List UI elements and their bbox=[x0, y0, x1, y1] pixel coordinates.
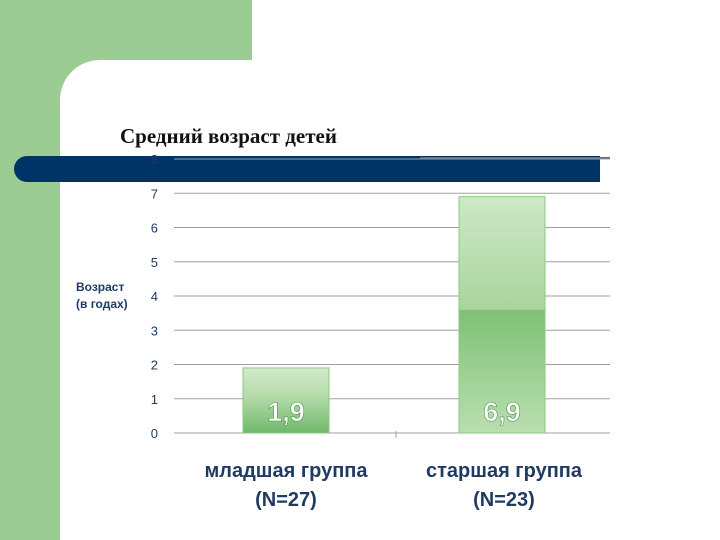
y-axis-label: Возраст (в годах) bbox=[76, 279, 128, 313]
labels-layer: 1,9 младшая группа (N=27) 6,9 старшая группа… bbox=[204, 397, 582, 511]
y-tick-label: 7 bbox=[151, 186, 158, 201]
y-tick-label: 8 bbox=[151, 152, 158, 167]
y-tick-label: 0 bbox=[151, 426, 158, 441]
bars-layer bbox=[242, 196, 546, 434]
y-axis-label-line-1: Возраст bbox=[76, 280, 125, 294]
bar bbox=[458, 196, 546, 434]
bar-value-label: 6,9 bbox=[483, 397, 521, 427]
x-category-label: (N=27) bbox=[255, 489, 317, 511]
bar-value-label: 1,9 bbox=[267, 397, 305, 427]
slide-title: Средний возраст детей bbox=[120, 124, 337, 148]
top-green-band bbox=[0, 0, 252, 60]
x-category-label: (N=23) bbox=[473, 489, 535, 511]
x-category-label: младшая группа bbox=[204, 460, 368, 482]
left-green-band bbox=[0, 0, 60, 540]
x-category-label: старшая группа bbox=[426, 460, 583, 482]
y-tick-label: 3 bbox=[151, 323, 158, 338]
bar bbox=[242, 367, 330, 434]
bar-lower-segment bbox=[459, 309, 545, 433]
bar-upper-segment bbox=[459, 196, 545, 310]
title-bar bbox=[14, 156, 600, 182]
y-axis-label-line-2: (в годах) bbox=[76, 297, 128, 311]
y-tick-label: 1 bbox=[151, 392, 158, 407]
y-tick-label: 5 bbox=[151, 255, 158, 270]
y-tick-label: 2 bbox=[151, 358, 158, 373]
title-bar-line bbox=[420, 157, 610, 159]
y-tick-label: 4 bbox=[151, 289, 158, 304]
y-tick-label: 6 bbox=[151, 221, 158, 236]
corner-curve bbox=[60, 60, 100, 100]
